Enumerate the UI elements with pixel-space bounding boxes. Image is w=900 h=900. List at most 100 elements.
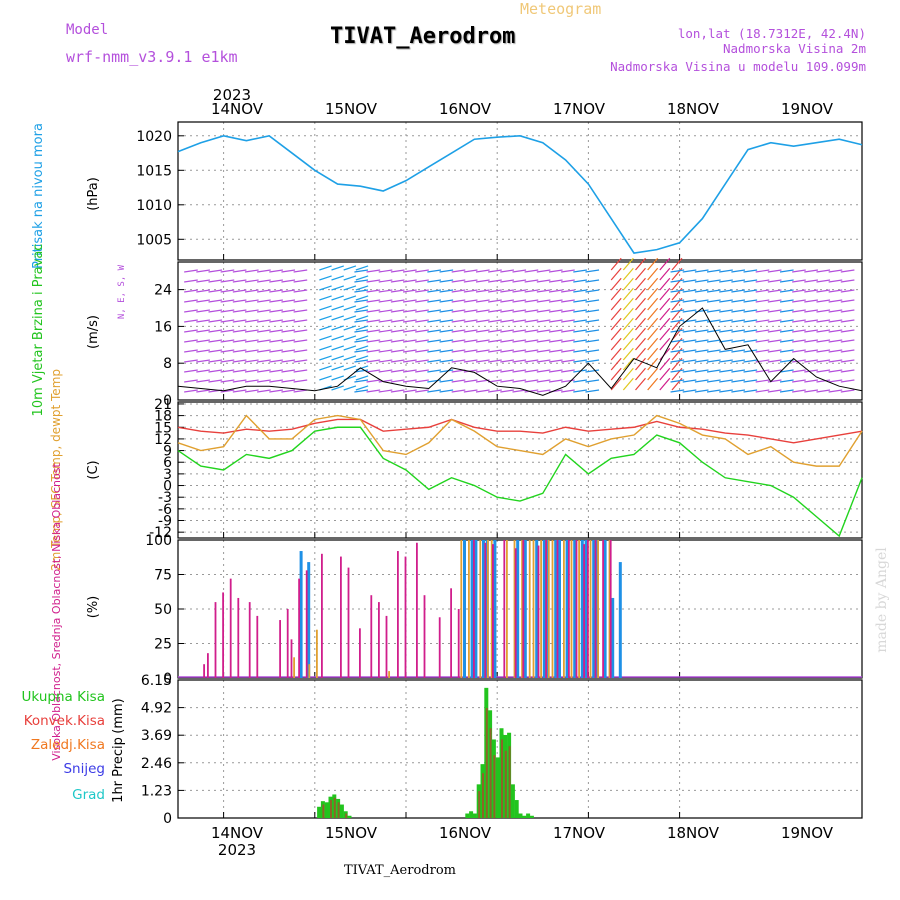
wind-vector [828, 339, 843, 343]
y-tick-label: -6 [158, 502, 172, 518]
cloud-bar [547, 540, 550, 678]
cloud-bar [316, 629, 318, 678]
wind-vector [439, 339, 454, 343]
wind-vector [378, 319, 393, 323]
wind-vector [366, 349, 381, 353]
y-tick-label: 0 [163, 479, 172, 495]
precip-bar [330, 800, 332, 818]
wind-vector [659, 287, 671, 301]
wind-vector [804, 269, 819, 273]
wind-vector [331, 285, 344, 291]
y-tick-label: 9 [163, 444, 172, 460]
bottom-date-16nov: 16NOV [439, 824, 492, 842]
precip-bar [485, 708, 488, 818]
wind-vector [755, 299, 770, 303]
page-title: TIVAT_Aerodrom [330, 24, 515, 49]
wind-unit: (m/s) [86, 315, 101, 349]
wind-vector [378, 359, 393, 363]
temp-line-sfc [177, 414, 863, 467]
wind-vector [610, 377, 622, 391]
wind-vector [585, 349, 600, 353]
cloud-bar [290, 639, 293, 678]
wind-vector [731, 269, 746, 273]
cloud-bar [487, 540, 489, 678]
wind-y-ticks: 0 8 16 24 [154, 283, 184, 409]
wind-vector [184, 359, 198, 363]
wind-vector [840, 289, 855, 293]
wind-vector [694, 389, 709, 393]
wind-vector [767, 269, 782, 273]
cloud-bar [602, 540, 604, 678]
wind-vector [184, 279, 198, 283]
wind-vector [767, 369, 782, 373]
wind-vector [451, 299, 466, 303]
wind-vector [244, 309, 259, 313]
wind-vector [427, 379, 442, 383]
wind-vector [196, 329, 211, 333]
wind-vector [719, 289, 733, 293]
wind-vector [670, 319, 685, 323]
wind-vector [355, 305, 369, 311]
wind-vector [366, 339, 381, 343]
wind-vector [731, 299, 746, 303]
wind-vector [293, 289, 308, 293]
wind-vector [610, 307, 622, 321]
wind-vector [682, 389, 697, 393]
wind-vector [319, 345, 332, 351]
wind-vector [743, 349, 758, 353]
cloud-y-ticks: 0 25 50 75 100 [145, 533, 184, 687]
wind-vector [378, 369, 393, 373]
wind-vector [208, 289, 223, 293]
wind-vector [828, 299, 843, 303]
wind-vector [354, 389, 369, 393]
precip-bar [501, 739, 503, 818]
wind-vector [659, 307, 671, 321]
wind-vector [463, 309, 478, 313]
wind-vector [378, 309, 393, 313]
wind-vector [755, 339, 770, 343]
wind-vector [269, 309, 283, 313]
precip-bar [347, 815, 352, 818]
temp-line-dewpt [177, 426, 863, 538]
wind-vector [706, 299, 721, 303]
wind-vector [355, 295, 369, 301]
wind-vector [402, 319, 417, 323]
y-tick-label: 18 [154, 409, 172, 425]
wind-vector [354, 299, 369, 303]
wind-vector [257, 349, 271, 353]
wind-vector [354, 279, 369, 283]
precip-ylabel: 1hr Precip [111, 737, 126, 803]
wind-vector [331, 345, 344, 351]
wind-vector [354, 269, 369, 273]
wind-vector [500, 389, 515, 393]
wind-vector [622, 337, 634, 351]
wind-vector [779, 319, 794, 323]
wind-vector [184, 329, 198, 333]
wind-vector [670, 309, 685, 313]
cloud-bar [506, 540, 508, 678]
top-date-14nov: 14NOV [211, 100, 264, 118]
wind-vector [463, 389, 478, 393]
wind-vector [257, 279, 271, 283]
wind-vector [548, 309, 563, 313]
wind-vector [647, 377, 659, 391]
wind-vector [585, 299, 600, 303]
wind-vector [706, 279, 721, 283]
wind-vector [415, 279, 429, 283]
cloud-bar [535, 540, 539, 678]
wind-vector [548, 379, 563, 383]
precip-bar [339, 804, 344, 818]
wind-vector [512, 359, 527, 363]
wind-vector [635, 267, 646, 281]
wind-vector [659, 357, 671, 371]
wind-vector [779, 289, 794, 293]
wind-vector [743, 319, 758, 323]
wind-vector [196, 369, 211, 373]
wind-vector [257, 319, 271, 323]
precip-bar [495, 757, 500, 818]
wind-vector [585, 329, 600, 333]
wind-vector [463, 339, 478, 343]
wind-vector [719, 359, 733, 363]
wind-vector [184, 389, 198, 393]
wind-vector [196, 379, 211, 383]
